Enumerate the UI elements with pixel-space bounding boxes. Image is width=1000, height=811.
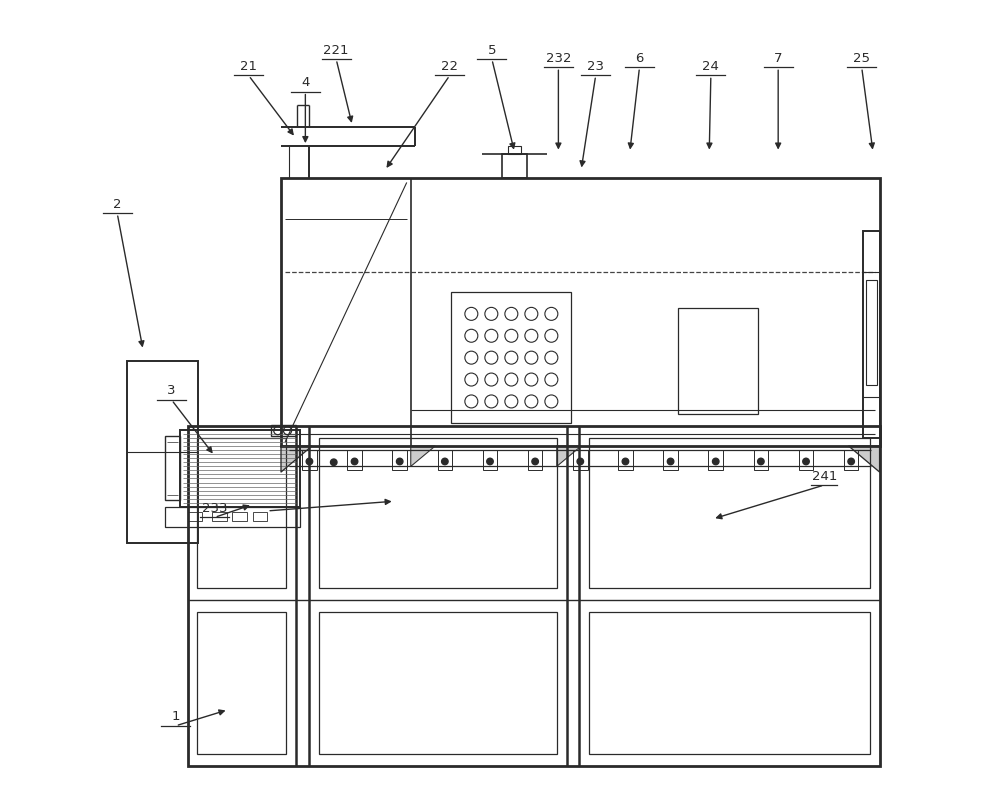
Circle shape bbox=[331, 459, 337, 466]
Polygon shape bbox=[281, 446, 312, 472]
Bar bbox=[180, 430, 300, 507]
Circle shape bbox=[712, 458, 719, 465]
Bar bbox=[799, 450, 813, 470]
Bar bbox=[127, 361, 198, 543]
Bar bbox=[754, 450, 768, 470]
Bar bbox=[863, 231, 880, 438]
Polygon shape bbox=[557, 446, 581, 466]
Bar bbox=[232, 512, 247, 521]
Bar bbox=[663, 450, 678, 470]
Bar bbox=[281, 178, 880, 446]
Text: 6: 6 bbox=[635, 52, 644, 65]
Bar bbox=[319, 612, 557, 754]
Polygon shape bbox=[849, 446, 880, 472]
Circle shape bbox=[667, 458, 674, 465]
Bar bbox=[197, 438, 286, 588]
Text: 23: 23 bbox=[587, 60, 604, 73]
Bar bbox=[197, 612, 286, 754]
Bar bbox=[708, 450, 723, 470]
Circle shape bbox=[758, 458, 764, 465]
Bar bbox=[302, 450, 317, 470]
Text: 5: 5 bbox=[488, 44, 496, 57]
Text: 233: 233 bbox=[202, 502, 227, 515]
Text: 241: 241 bbox=[812, 470, 837, 483]
Circle shape bbox=[622, 458, 629, 465]
Text: 1: 1 bbox=[171, 710, 180, 723]
Circle shape bbox=[487, 458, 493, 465]
Circle shape bbox=[577, 458, 584, 465]
Circle shape bbox=[803, 458, 809, 465]
Text: 7: 7 bbox=[774, 52, 782, 65]
Bar bbox=[165, 436, 180, 500]
Text: 3: 3 bbox=[167, 384, 176, 397]
Text: 4: 4 bbox=[301, 76, 310, 89]
Bar bbox=[165, 507, 300, 527]
Bar bbox=[451, 292, 571, 423]
Text: 24: 24 bbox=[702, 60, 719, 73]
Bar bbox=[212, 512, 227, 521]
Bar bbox=[392, 450, 407, 470]
Bar bbox=[253, 512, 267, 521]
Bar bbox=[188, 426, 880, 766]
Bar bbox=[866, 280, 877, 385]
Bar bbox=[483, 450, 497, 470]
Text: 25: 25 bbox=[853, 52, 870, 65]
Text: 21: 21 bbox=[240, 60, 257, 73]
Bar bbox=[528, 450, 542, 470]
Bar bbox=[844, 450, 858, 470]
Bar bbox=[678, 308, 758, 414]
Circle shape bbox=[532, 458, 538, 465]
Circle shape bbox=[306, 458, 313, 465]
Bar bbox=[347, 450, 362, 470]
Bar bbox=[188, 512, 202, 521]
Text: 22: 22 bbox=[441, 60, 458, 73]
Bar bbox=[502, 154, 527, 178]
Circle shape bbox=[442, 458, 448, 465]
Bar bbox=[438, 450, 452, 470]
Circle shape bbox=[848, 458, 854, 465]
Circle shape bbox=[396, 458, 403, 465]
Bar bbox=[573, 450, 588, 470]
Bar bbox=[589, 612, 870, 754]
Bar bbox=[271, 425, 296, 436]
Polygon shape bbox=[411, 446, 435, 466]
Text: 221: 221 bbox=[323, 44, 349, 57]
Bar bbox=[508, 146, 521, 154]
Bar bbox=[589, 438, 870, 588]
Bar bbox=[618, 450, 633, 470]
Bar bbox=[319, 438, 557, 588]
Circle shape bbox=[351, 458, 358, 465]
Text: 232: 232 bbox=[546, 52, 571, 65]
Text: 2: 2 bbox=[113, 198, 121, 211]
